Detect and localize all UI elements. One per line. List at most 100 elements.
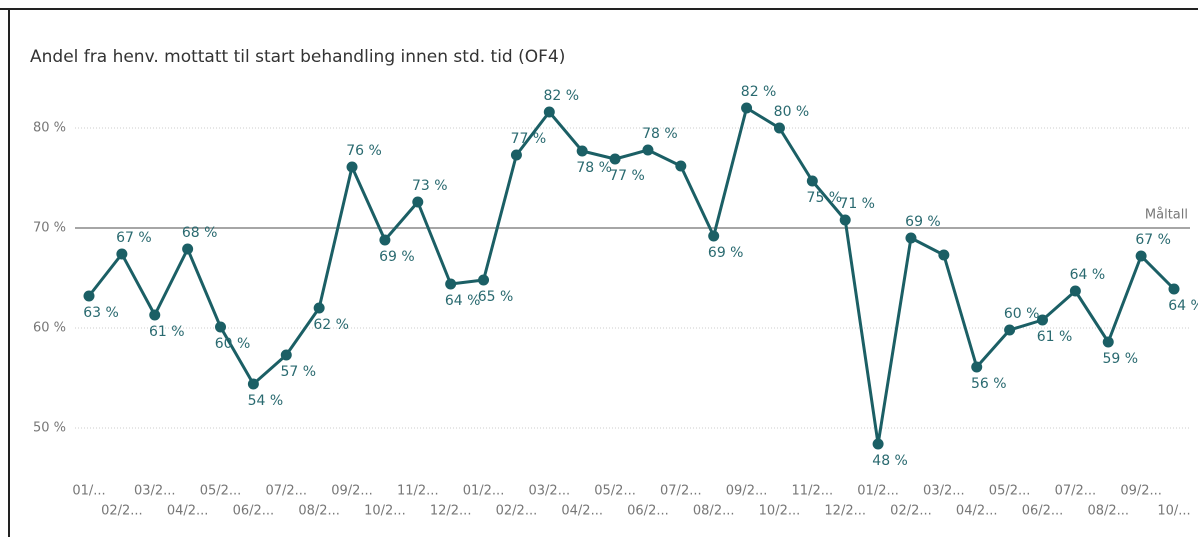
point [741,102,753,114]
point [872,438,884,450]
x-tick-label: 12/2... [824,504,866,519]
data-label: 67 % [1135,232,1171,248]
point [642,144,654,156]
data-label: 60 % [1004,306,1040,322]
data-label: 48 % [872,453,908,469]
data-label: 59 % [1102,351,1138,367]
data-label: 57 % [280,364,316,380]
y-tick-label: 60 % [33,321,66,336]
point [806,175,818,187]
x-tick-label: 05/2... [200,484,242,499]
point [1135,250,1147,262]
data-label: 64 % [445,293,481,309]
data-label: 73 % [412,178,448,194]
point [971,361,983,373]
data-label: 78 % [576,160,612,176]
data-label: 65 % [478,289,514,305]
x-tick-label: 07/2... [660,484,702,499]
data-label: 80 % [774,104,810,120]
data-label: 64 % [1168,298,1198,314]
point [1069,285,1081,297]
x-tick-label: 06/2... [233,504,275,519]
x-tick-label: 08/2... [1087,504,1129,519]
x-tick-label: 03/2... [134,484,176,499]
data-label: 75 % [807,190,843,206]
x-tick-label: 03/2... [529,484,571,499]
point [1168,283,1180,295]
data-label: 63 % [83,305,119,321]
point [215,321,227,333]
data-label: 69 % [379,249,415,265]
y-tick-label: 80 % [33,121,66,136]
x-tick-label: 01/2... [463,484,505,499]
data-label: 76 % [346,143,382,159]
x-tick-label: 06/2... [627,504,669,519]
point [576,145,588,157]
point [543,106,555,118]
reference-label: Måltall [1145,208,1188,223]
x-tick-label: 10/2... [759,504,801,519]
y-tick-label: 50 % [33,421,66,436]
data-label: 60 % [215,336,251,352]
point [708,230,720,242]
point [938,249,950,261]
data-label: 67 % [116,230,152,246]
point [379,234,391,246]
point [280,349,292,361]
x-tick-label: 05/2... [989,484,1031,499]
data-label: 64 % [1070,267,1106,283]
x-tick-label: 04/2... [561,504,603,519]
point [1004,324,1016,336]
x-tick-label: 03/2... [923,484,965,499]
point [839,214,851,226]
point [1102,336,1114,348]
x-tick-label: 08/2... [693,504,735,519]
point [346,161,358,173]
data-label: 62 % [313,317,349,333]
point [905,232,917,244]
x-tick-label: 08/2... [298,504,340,519]
point [1036,314,1048,326]
x-tick-label: 11/2... [397,484,439,499]
x-tick-label: 07/2... [265,484,307,499]
data-label: 77 % [609,168,645,184]
x-tick-label: 11/2... [792,484,834,499]
x-tick-label: 01/2... [857,484,899,499]
data-label: 77 % [511,131,547,147]
point [116,248,128,260]
data-label: 78 % [642,126,678,142]
data-label: 68 % [182,225,218,241]
x-tick-label: 09/2... [1120,484,1162,499]
point [182,243,194,255]
point [247,378,259,390]
line [87,106,1176,446]
point [412,196,424,208]
y-tick-label: 70 % [33,221,66,236]
data-label: 82 % [741,84,777,100]
point [313,302,325,314]
data-label: 61 % [1037,329,1073,345]
x-tick-label: 12/2... [430,504,472,519]
x-tick-label: 10/... [1157,504,1190,519]
x-tick-label: 02/2... [890,504,932,519]
data-label: 56 % [971,376,1007,392]
data-label: 54 % [248,393,284,409]
x-tick-label: 04/2... [167,504,209,519]
point [609,153,621,165]
x-tick-label: 07/2... [1055,484,1097,499]
x-tick-label: 05/2... [594,484,636,499]
x-tick-label: 06/2... [1022,504,1064,519]
x-tick-label: 02/2... [496,504,538,519]
point [510,149,522,161]
point [773,122,785,134]
x-tick-label: 10/2... [364,504,406,519]
x-tick-label: 02/2... [101,504,143,519]
x-tick-label: 01/... [72,484,105,499]
x-tick-label: 09/2... [331,484,373,499]
point [445,278,457,290]
data-label: 82 % [544,88,580,104]
point [83,290,95,302]
x-tick-label: 09/2... [726,484,768,499]
data-label: 61 % [149,324,185,340]
